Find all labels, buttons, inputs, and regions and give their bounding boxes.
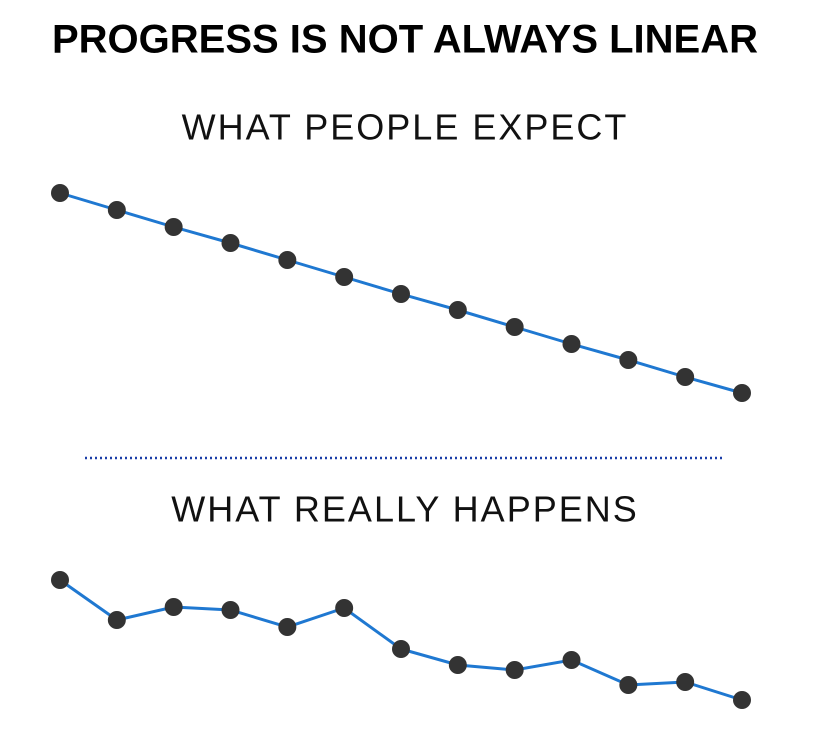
marker: [335, 599, 354, 617]
marker: [221, 601, 240, 619]
marker: [448, 301, 467, 319]
marker: [505, 661, 524, 679]
chart-title: WHAT REALLY HAPPENS: [171, 489, 638, 530]
marker: [392, 640, 410, 658]
marker: [278, 618, 297, 636]
marker: [733, 691, 751, 709]
main-title: PROGRESS IS NOT ALWAYS LINEAR: [52, 18, 758, 62]
chart-title: WHAT PEOPLE EXPECT: [182, 107, 629, 148]
marker: [448, 656, 467, 674]
marker: [619, 676, 638, 694]
marker: [676, 368, 695, 386]
marker: [51, 184, 69, 202]
marker: [221, 234, 240, 252]
marker: [392, 285, 410, 303]
marker: [278, 251, 297, 269]
marker: [335, 268, 354, 286]
marker: [164, 598, 183, 616]
marker: [51, 571, 69, 589]
marker: [505, 318, 524, 336]
marker: [733, 384, 751, 402]
marker: [164, 218, 183, 236]
marker: [562, 651, 581, 669]
marker: [107, 201, 126, 219]
marker: [619, 351, 638, 369]
marker: [562, 335, 581, 353]
marker: [676, 673, 695, 691]
marker: [107, 611, 126, 629]
